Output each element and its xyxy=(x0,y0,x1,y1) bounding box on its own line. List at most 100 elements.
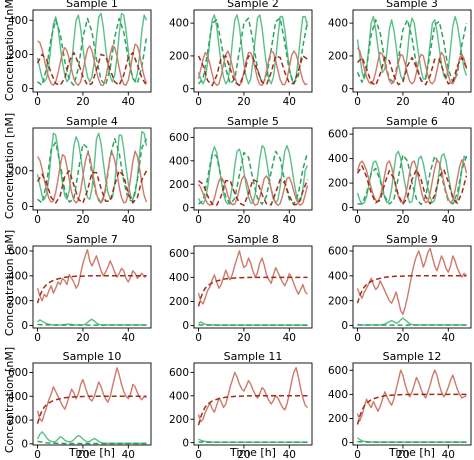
y-tick-label: 600 xyxy=(169,248,189,260)
panel-series-group xyxy=(36,130,148,204)
y-tick-label: 0 xyxy=(21,201,28,213)
panel-series-group xyxy=(356,150,468,206)
series-red-solid xyxy=(36,249,147,302)
panel-11: 0 200 400 600 0 20 40 Sample 11 xyxy=(169,350,313,460)
panel-title: Sample 4 xyxy=(66,115,118,128)
series-green-solid xyxy=(36,130,148,200)
y-tick-label: 200 xyxy=(328,178,348,190)
x-tick-label: 20 xyxy=(396,449,409,460)
x-tick-label: 20 xyxy=(237,214,250,226)
x-tick-label: 40 xyxy=(122,449,135,460)
panel-title: Sample 10 xyxy=(63,350,122,363)
x-axis-label-col-1: Time [h] xyxy=(68,446,115,459)
series-green-solid xyxy=(357,317,467,326)
x-axis-label-col-2: Time [h] xyxy=(229,446,276,459)
panel-12: 0 200 400 600 0 20 40 Sample 12 xyxy=(328,350,472,460)
panel-frame xyxy=(352,362,472,446)
x-tick-label: 40 xyxy=(283,96,296,108)
y-tick-label: 200 xyxy=(169,51,189,63)
panel-10: 0 200 400 600 0 20 40 Sample 10 xyxy=(8,350,152,460)
panel-frame xyxy=(32,127,152,211)
panel-frame xyxy=(32,245,152,329)
x-tick-label: 20 xyxy=(237,96,250,108)
panel-frame xyxy=(193,127,313,211)
y-tick-label: 200 xyxy=(169,296,189,308)
panel-6: 0 200 400 600 0 20 40 Sample 6 xyxy=(328,115,472,226)
y-tick-label: 600 xyxy=(328,129,348,141)
x-tick-label: 0 xyxy=(34,214,41,226)
y-tick-label: 200 xyxy=(8,295,28,307)
x-tick-label: 40 xyxy=(283,214,296,226)
y-tick-label: 0 xyxy=(341,83,348,95)
series-red_dashed-dashed xyxy=(356,275,467,304)
panel-series-group xyxy=(197,250,309,326)
y-tick-label: 400 xyxy=(328,153,348,165)
y-tick-label: 0 xyxy=(182,202,189,214)
series-red_dashed-dashed xyxy=(197,276,308,307)
panel-title: Sample 1 xyxy=(66,0,118,10)
series-green-solid xyxy=(356,150,468,205)
series-red-solid xyxy=(356,159,468,204)
panel-series-group xyxy=(36,367,147,445)
panel-frame xyxy=(193,9,313,93)
series-green-solid xyxy=(36,12,148,83)
x-tick-label: 40 xyxy=(442,332,455,344)
y-tick-label: 200 xyxy=(169,414,189,426)
series-red_dashed-dashed xyxy=(356,56,468,87)
panel-4: 0 200 0 20 40 Sample 4 xyxy=(8,115,152,226)
x-tick-label: 40 xyxy=(283,332,296,344)
series-red-solid xyxy=(36,367,147,422)
panel-frame xyxy=(352,245,472,329)
y-tick-label: 0 xyxy=(341,437,348,449)
y-tick-label: 600 xyxy=(328,246,348,258)
series-red_dashed-dashed xyxy=(36,275,147,304)
panel-2: 0 200 400 0 20 40 Sample 2 xyxy=(169,0,313,108)
x-tick-label: 20 xyxy=(396,332,409,344)
panel-9: 0 200 400 600 0 20 40 Sample 9 xyxy=(328,233,472,344)
x-tick-label: 0 xyxy=(195,332,202,344)
panel-title: Sample 2 xyxy=(227,0,279,10)
y-tick-label: 200 xyxy=(8,165,28,177)
x-tick-label: 40 xyxy=(283,449,296,460)
x-tick-label: 20 xyxy=(396,96,409,108)
y-tick-label: 0 xyxy=(182,83,189,95)
panel-title: Sample 7 xyxy=(66,233,118,246)
panel-title: Sample 8 xyxy=(227,233,279,246)
panel-3: 0 200 400 0 20 40 Sample 3 xyxy=(328,0,472,108)
y-axis-label-row-4: Concentration [nM] xyxy=(3,347,16,453)
panel-1: 0 200 400 0 20 40 Sample 1 xyxy=(8,0,152,108)
y-tick-label: 400 xyxy=(169,18,189,30)
series-green_dashed-dashed xyxy=(198,150,309,205)
panel-8: 0 200 400 600 0 20 40 Sample 8 xyxy=(169,233,313,344)
series-red_dashed-dashed xyxy=(197,55,308,87)
y-tick-label: 400 xyxy=(8,15,28,27)
y-tick-label: 0 xyxy=(21,438,28,450)
x-tick-label: 0 xyxy=(195,96,202,108)
panel-frame xyxy=(32,9,152,93)
panel-series-group xyxy=(197,367,308,444)
y-tick-label: 600 xyxy=(169,367,189,379)
series-red_dashed-dashed xyxy=(197,395,308,426)
series-green-solid xyxy=(197,14,309,85)
y-tick-label: 0 xyxy=(341,320,348,332)
x-tick-label: 20 xyxy=(76,449,89,460)
panel-series-group xyxy=(36,12,148,86)
panel-series-group xyxy=(356,15,468,87)
y-tick-label: 600 xyxy=(8,246,28,258)
series-green_dashed-dashed xyxy=(356,19,468,83)
y-tick-label: 200 xyxy=(328,295,348,307)
panel-series-group xyxy=(36,249,147,326)
series-red-solid xyxy=(36,150,148,204)
series-green-solid xyxy=(37,318,147,326)
y-tick-label: 0 xyxy=(21,320,28,332)
panel-7: 0 200 400 600 0 20 40 Sample 7 xyxy=(8,233,152,344)
series-red_dashed-dashed xyxy=(356,393,467,425)
x-tick-label: 20 xyxy=(237,332,250,344)
y-tick-label: 200 xyxy=(328,51,348,63)
y-tick-label: 0 xyxy=(182,320,189,332)
y-tick-label: 400 xyxy=(169,390,189,402)
x-tick-label: 0 xyxy=(195,214,202,226)
x-tick-label: 40 xyxy=(122,214,135,226)
y-tick-label: 200 xyxy=(328,413,348,425)
y-tick-label: 600 xyxy=(8,367,28,379)
